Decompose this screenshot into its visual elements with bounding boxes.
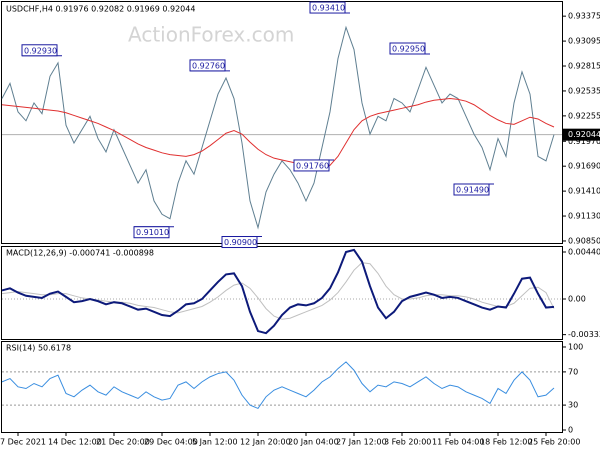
x-tick-label: 14 Dec 12:00: [48, 438, 102, 447]
series-line: [1, 25, 555, 230]
annotation-box: [389, 42, 426, 55]
macd-pane: [1, 246, 563, 340]
x-tick-label: 25 Feb 20:00: [528, 438, 580, 447]
x-tick-label: 21 Dec 20:00: [96, 438, 150, 447]
x-tick-label: 7 Dec 2021: [0, 438, 46, 447]
series-line: [1, 248, 555, 335]
y-tick-label: 0.004403: [568, 247, 600, 256]
y-tick-label: 0.92815: [568, 62, 600, 71]
last-price-box: [563, 128, 600, 141]
annotation-label: 0.91010: [136, 228, 169, 237]
x-tick-label: 12 Jan 20:00: [240, 438, 291, 447]
annotation-box: [133, 226, 170, 239]
annotation-label: 0.90900: [224, 238, 257, 247]
annotation-box: [453, 183, 490, 196]
y-tick-label: 70: [568, 367, 578, 376]
y-tick-label: 0: [568, 426, 573, 435]
y-tick-label: 0.00: [568, 294, 586, 303]
macd-title: MACD(12,26,9) -0.000741 -0.000898: [6, 249, 154, 258]
annotation-label: 0.92930: [24, 46, 57, 55]
annotation-label: 0.91490: [456, 185, 489, 194]
x-tick-label: 27 Jan 12:00: [336, 438, 387, 447]
x-tick-label: 20 Jan 04:00: [288, 438, 339, 447]
annotation-box: [293, 159, 330, 172]
series-line: [1, 361, 555, 410]
series-line: [1, 98, 555, 170]
annotation-box: [189, 59, 226, 72]
annotation-label: 0.91760: [296, 161, 329, 170]
y-tick-label: 0.91970: [568, 137, 600, 146]
y-tick-label: -0.003338: [568, 330, 600, 339]
y-tick-label: 0.91410: [568, 187, 600, 196]
y-tick-label: 0.92255: [568, 111, 600, 120]
watermark: ActionForex.com: [128, 23, 294, 47]
annotation-box: [221, 236, 258, 249]
y-tick-label: 0.90850: [568, 236, 600, 245]
x-tick-label: 18 Feb 12:00: [480, 438, 532, 447]
y-tick-label: 30: [568, 401, 578, 410]
symbol-header: USDCHF,H4 0.91976 0.92082 0.91969 0.9204…: [6, 5, 195, 14]
y-tick-label: 100: [568, 342, 583, 351]
annotation-box: [21, 44, 58, 57]
y-tick-label: 0.91690: [568, 162, 600, 171]
x-tick-label: 3 Feb 20:00: [384, 438, 431, 447]
y-tick-label: 0.93375: [568, 12, 600, 21]
rsi-title: RSI(14) 50.6178: [6, 344, 71, 353]
annotation-label: 0.93410: [312, 4, 345, 13]
annotation-box: [309, 1, 346, 14]
y-tick-label: 0.91130: [568, 212, 600, 221]
x-tick-label: 11 Feb 04:00: [432, 438, 484, 447]
last-price-label: 0.92044: [568, 130, 600, 139]
y-tick-label: 0.93095: [568, 37, 600, 46]
y-tick-label: 0.92535: [568, 86, 600, 95]
annotation-label: 0.92950: [392, 44, 425, 53]
x-tick-label: 29 Dec 04:00: [144, 438, 198, 447]
x-tick-label: 5 Jan 12:00: [192, 438, 238, 447]
annotation-label: 0.92760: [192, 61, 225, 70]
